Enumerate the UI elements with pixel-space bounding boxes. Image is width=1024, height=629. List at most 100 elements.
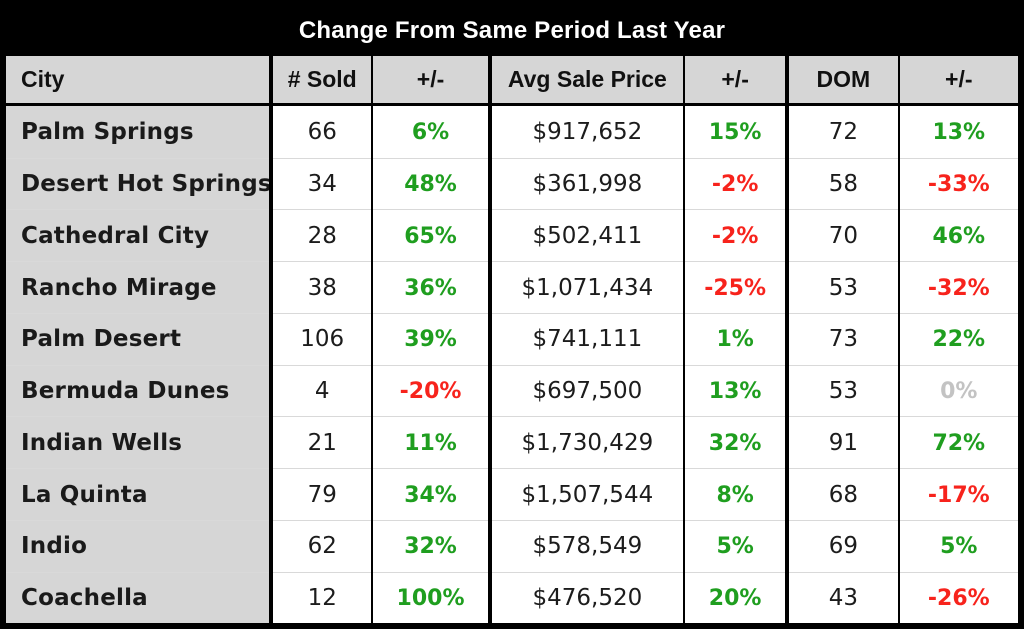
trend-value: -25% (704, 275, 767, 301)
city-cell: Desert Hot Springs (6, 157, 274, 210)
avg-price-cell: $578,549 (489, 519, 686, 573)
sold-cell: 4 (271, 364, 374, 417)
city-cell: Cathedral City (6, 209, 274, 262)
dom-change-cell: -17% (898, 468, 1018, 521)
dom-cell: 72 (787, 104, 900, 159)
city-cell: La Quinta (6, 468, 274, 521)
trend-value: 6% (411, 119, 450, 145)
dom-change-cell: 22% (898, 312, 1018, 366)
trend-value: 11% (404, 430, 457, 456)
market-stats-table: City # Sold +/- Avg Sale Price +/- DOM +… (6, 55, 1018, 623)
price-change-cell: -2% (684, 209, 790, 262)
trend-value: -20% (399, 379, 462, 405)
city-cell: Rancho Mirage (6, 261, 274, 314)
price-change-cell: 1% (684, 312, 790, 366)
dom-cell: 43 (787, 571, 900, 623)
trend-value: -2% (711, 172, 759, 198)
price-change-cell: 8% (684, 468, 790, 521)
trend-value: -32% (927, 275, 990, 301)
city-cell: Indian Wells (6, 416, 274, 469)
trend-value: 34% (404, 482, 457, 508)
city-cell: Palm Springs (6, 104, 274, 159)
column-header-price-change: +/- (684, 55, 790, 106)
trend-value: 20% (708, 585, 762, 611)
header-row: City # Sold +/- Avg Sale Price +/- DOM +… (6, 55, 1018, 106)
trend-value: 100% (396, 585, 465, 611)
sold-change-cell: 39% (372, 312, 492, 366)
dom-change-cell: 5% (898, 519, 1018, 573)
trend-value: -33% (927, 172, 990, 198)
sold-cell: 28 (271, 209, 374, 262)
price-change-cell: -25% (684, 261, 790, 314)
trend-value: 0% (940, 379, 978, 405)
trend-value: 46% (932, 223, 986, 249)
trend-value: 22% (932, 327, 986, 353)
trend-value: 5% (940, 534, 978, 560)
table-row: Coachella 12 100% $476,520 20% 43 -26% (6, 571, 1018, 623)
table-row: Bermuda Dunes 4 -20% $697,500 13% 53 0% (6, 364, 1018, 417)
avg-price-cell: $361,998 (489, 157, 686, 210)
column-header-sold: # Sold (271, 55, 374, 106)
dom-cell: 73 (787, 312, 900, 366)
city-cell: Coachella (6, 571, 274, 623)
table-row: Cathedral City 28 65% $502,411 -2% 70 46… (6, 209, 1018, 262)
trend-value: 8% (716, 482, 754, 508)
trend-value: -26% (927, 585, 990, 611)
sold-change-cell: 100% (372, 571, 492, 623)
price-change-cell: -2% (684, 157, 790, 210)
sold-change-cell: 11% (372, 416, 492, 469)
dom-change-cell: 13% (899, 105, 1018, 159)
column-header-sold-change: +/- (372, 55, 492, 106)
sold-cell: 21 (271, 416, 374, 469)
table-row: Palm Desert 106 39% $741,111 1% 73 22% (6, 312, 1018, 366)
table-row: Desert Hot Springs 34 48% $361,998 -2% 5… (6, 157, 1018, 210)
sold-change-cell: 48% (372, 157, 492, 210)
city-cell: Palm Desert (6, 312, 274, 366)
page-title: Change From Same Period Last Year (6, 6, 1018, 55)
dom-cell: 69 (787, 519, 900, 573)
avg-price-cell: $476,520 (489, 571, 686, 623)
price-change-cell: 15% (684, 104, 790, 159)
trend-value: 5% (716, 534, 754, 560)
table-row: Indian Wells 21 11% $1,730,429 32% 91 72… (6, 416, 1018, 469)
avg-price-cell: $1,507,544 (489, 468, 686, 521)
sold-cell: 66 (271, 104, 374, 159)
trend-value: -17% (927, 482, 990, 508)
avg-price-cell: $502,411 (489, 209, 686, 262)
sold-change-cell: -20% (372, 364, 492, 417)
dom-change-cell: -33% (898, 157, 1018, 210)
dom-cell: 68 (787, 468, 900, 521)
avg-price-cell: $1,071,434 (489, 261, 686, 314)
sold-change-cell: 6% (372, 104, 492, 159)
table-row: Palm Springs 66 6% $917,652 15% 72 13% (6, 104, 1018, 159)
dom-cell: 70 (787, 209, 900, 262)
dom-change-cell: 0% (898, 364, 1018, 417)
column-header-dom: DOM (787, 55, 900, 106)
dom-change-cell: 46% (898, 209, 1018, 262)
trend-value: 36% (404, 275, 457, 301)
sold-change-cell: 65% (372, 209, 492, 262)
dom-change-cell: -26% (898, 571, 1018, 623)
table-row: Indio 62 32% $578,549 5% 69 5% (6, 519, 1018, 573)
trend-value: 32% (708, 430, 762, 456)
price-change-cell: 5% (684, 519, 790, 573)
avg-price-cell: $697,500 (489, 364, 686, 417)
trend-value: 65% (404, 223, 457, 249)
trend-value: 72% (932, 430, 986, 456)
table-row: La Quinta 79 34% $1,507,544 8% 68 -17% (6, 468, 1018, 521)
dom-cell: 58 (787, 157, 900, 210)
sold-change-cell: 36% (372, 261, 492, 314)
sold-change-cell: 32% (372, 519, 492, 573)
trend-value: 15% (708, 119, 762, 145)
avg-price-cell: $741,111 (489, 312, 686, 366)
sold-cell: 34 (271, 157, 374, 210)
dom-cell: 91 (787, 416, 900, 469)
price-change-cell: 13% (684, 364, 790, 417)
sold-cell: 62 (271, 519, 374, 573)
dom-change-cell: 72% (898, 416, 1018, 469)
dom-cell: 53 (787, 364, 900, 417)
dom-change-cell: -32% (898, 261, 1018, 314)
price-change-cell: 32% (684, 416, 790, 469)
column-header-city: City (6, 55, 274, 106)
